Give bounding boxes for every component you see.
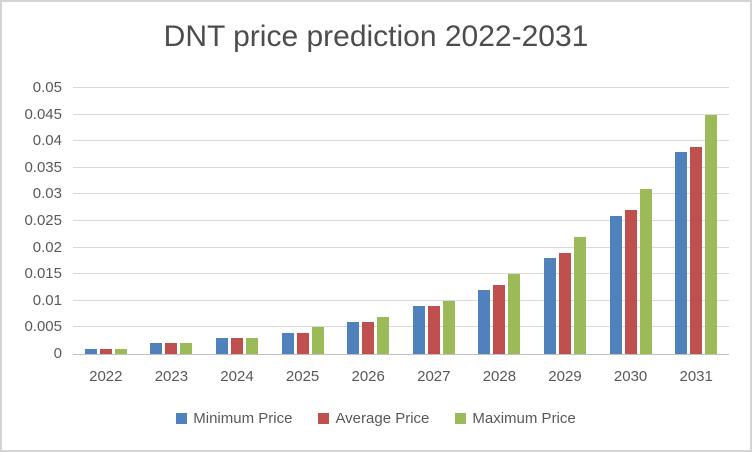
chart-title: DNT price prediction 2022-2031 xyxy=(163,20,589,53)
x-tick-label-2028: 2028 xyxy=(482,368,517,385)
x-tick-label-2025: 2025 xyxy=(285,368,320,385)
legend-swatch-minimum-price xyxy=(176,413,188,424)
gridline-0.045 xyxy=(73,113,729,115)
x-tick-label-2024: 2024 xyxy=(220,368,254,385)
legend-item-minimum-price: Minimum Price xyxy=(176,410,292,427)
x-tick-label-2023: 2023 xyxy=(154,368,189,385)
bar-2026-average-price xyxy=(362,322,375,354)
bar-2029-average-price xyxy=(559,252,571,354)
y-tick-label-0.01: 0.01 xyxy=(32,291,62,309)
bar-2022-average-price xyxy=(99,348,112,354)
y-tick-label-0.015: 0.015 xyxy=(24,265,62,283)
y-tick-label-0.02: 0.02 xyxy=(32,238,62,256)
legend-label-average-price: Average Price xyxy=(335,410,430,427)
bar-2023-average-price xyxy=(165,343,178,354)
gridline-0.04 xyxy=(73,140,729,142)
bar-2023-maximum-price xyxy=(180,343,193,354)
bar-2031-maximum-price xyxy=(705,114,718,354)
legend-label-maximum-price: Maximum Price xyxy=(472,410,576,427)
bar-2029-maximum-price xyxy=(574,236,586,354)
bar-2027-average-price xyxy=(427,306,440,354)
x-tick-label-2026: 2026 xyxy=(351,368,385,385)
gridline-0.025 xyxy=(73,220,729,221)
y-tick-label-0.035: 0.035 xyxy=(24,158,62,176)
bar-2030-minimum-price xyxy=(609,215,622,354)
gridline-0.01 xyxy=(73,299,729,301)
legend-item-maximum-price: Maximum Price xyxy=(455,410,576,427)
bar-2026-minimum-price xyxy=(347,322,360,354)
bar-2025-average-price xyxy=(296,332,309,354)
gridline-0.03 xyxy=(73,193,729,195)
bar-2025-maximum-price xyxy=(311,327,324,354)
legend-swatch-maximum-price xyxy=(455,413,467,424)
y-tick-label-0.03: 0.03 xyxy=(32,185,62,203)
bar-2030-average-price xyxy=(624,210,637,354)
bar-2024-average-price xyxy=(231,338,243,354)
y-tick-label-0.04: 0.04 xyxy=(32,132,62,150)
bar-2024-minimum-price xyxy=(216,338,228,354)
y-tick-label-0.045: 0.045 xyxy=(24,105,62,123)
x-tick-label-2027: 2027 xyxy=(417,368,451,385)
bar-2023-minimum-price xyxy=(150,343,163,354)
bar-2031-minimum-price xyxy=(675,151,688,354)
gridline-0.05 xyxy=(73,87,729,88)
bar-2030-maximum-price xyxy=(639,189,652,354)
bar-2026-maximum-price xyxy=(377,316,390,354)
y-tick-label-0.005: 0.005 xyxy=(24,318,62,336)
bar-2027-minimum-price xyxy=(412,306,425,354)
bar-2024-maximum-price xyxy=(246,338,258,354)
gridline-0.02 xyxy=(73,246,729,248)
x-tick-label-2029: 2029 xyxy=(548,368,582,385)
gridline-0.035 xyxy=(73,166,729,168)
plot-area xyxy=(73,87,729,355)
legend-swatch-average-price xyxy=(318,413,330,424)
legend: Minimum Price Average Price Maximum Price xyxy=(2,410,750,427)
bar-2022-minimum-price xyxy=(84,348,97,354)
bar-2028-minimum-price xyxy=(478,290,491,354)
gridline-0.005 xyxy=(73,326,729,328)
bar-2029-minimum-price xyxy=(544,258,556,354)
bar-2022-maximum-price xyxy=(114,348,127,354)
legend-item-average-price: Average Price xyxy=(318,410,429,427)
bar-2028-average-price xyxy=(493,284,506,354)
gridline-0.015 xyxy=(73,273,729,275)
legend-label-minimum-price: Minimum Price xyxy=(193,410,293,427)
bar-2027-maximum-price xyxy=(442,300,455,354)
x-tick-label-2022: 2022 xyxy=(89,368,123,385)
x-tick-label-2030: 2030 xyxy=(613,368,648,385)
y-tick-label-0: 0 xyxy=(53,345,62,362)
bar-2025-minimum-price xyxy=(281,332,294,354)
bar-2028-maximum-price xyxy=(508,274,521,354)
x-axis-line xyxy=(73,354,729,355)
bar-2031-average-price xyxy=(690,146,703,354)
x-tick-label-2031: 2031 xyxy=(679,368,713,385)
y-tick-label-0.025: 0.025 xyxy=(24,212,62,229)
y-tick-label-0.05: 0.05 xyxy=(32,79,62,96)
